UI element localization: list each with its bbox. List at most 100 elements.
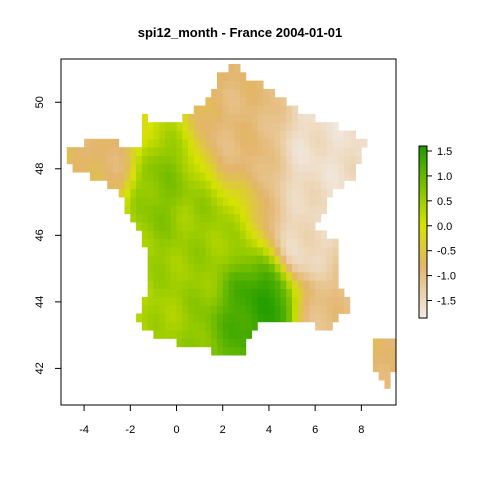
raster-cell [234,80,241,90]
raster-cell [240,296,247,306]
raster-cell [292,230,299,240]
raster-cell [297,138,304,148]
raster-cell [216,180,224,190]
raster-cell [89,155,97,165]
raster-cell [176,263,183,273]
raster-cell [274,288,281,298]
raster-cell [228,97,235,106]
raster-cell [159,246,166,256]
raster-cell [234,180,241,190]
y-tick-label: 48 [34,163,46,175]
raster-cell [292,205,299,215]
raster-cell [257,122,264,131]
raster-cell [153,288,160,298]
raster-cell [176,313,183,323]
raster-cell [303,255,310,265]
raster-cell [101,155,108,165]
raster-cell [315,271,322,281]
raster-cell [234,138,241,148]
raster-cell [216,147,224,156]
raster-cell [147,280,154,289]
raster-cell [292,155,299,165]
raster-cell [292,246,299,256]
raster-cell [222,97,229,106]
raster-cell [315,213,322,223]
raster-cell [193,172,201,181]
raster-cell [240,246,247,256]
raster-cell [332,163,339,173]
raster-cell [378,338,385,348]
raster-cell [211,338,218,348]
raster-cell [280,255,287,265]
raster-cell [78,163,85,173]
raster-cell [268,122,276,131]
raster-cell [240,155,247,165]
raster-cell [176,330,183,339]
raster-cell [303,197,310,206]
raster-cell [216,280,224,289]
raster-cell [303,130,310,140]
raster-cell [147,246,154,256]
raster-cell [228,305,235,314]
raster-cell [274,280,281,289]
raster-cell [170,163,177,173]
raster-cell [193,330,201,339]
raster-cell [216,238,224,248]
raster-cell [297,163,304,173]
raster-cell [280,122,287,131]
raster-cell [216,330,224,339]
raster-cell [257,188,264,198]
raster-cell [228,155,235,165]
raster-cell [309,122,316,131]
raster-cell [170,255,177,265]
raster-cell [297,296,304,306]
raster-cell [199,138,206,148]
raster-cell [95,155,102,165]
raster-cell [286,255,293,265]
raster-cell [303,188,310,198]
raster-cell [251,230,258,240]
raster-cell [222,238,229,248]
raster-cell [344,305,351,314]
raster-cell [164,222,172,231]
raster-cell [297,180,304,190]
raster-cell [338,155,345,165]
raster-cell [182,155,189,165]
raster-cell [338,172,345,181]
raster-cell [159,180,166,190]
raster-cell [159,296,166,306]
raster-cell [130,197,137,206]
raster-cell [309,205,316,215]
raster-cell [263,155,270,165]
raster-cell [193,180,201,190]
raster-cell [280,205,287,215]
raster-cell [292,113,299,123]
raster-cell [141,138,149,148]
raster-cell [286,105,293,115]
raster-cell [234,147,241,156]
raster-cell [170,155,177,165]
raster-cell [222,155,229,165]
raster-cell [240,88,247,98]
raster-cell [309,130,316,140]
raster-cell [274,180,281,190]
raster-cell [309,180,316,190]
raster-cell [240,280,247,289]
raster-cell [326,321,333,331]
raster-cell [309,271,316,281]
raster-cell [315,147,322,156]
raster-cell [118,155,125,165]
raster-cell [222,188,229,198]
raster-cell [286,288,293,298]
x-tick-label: 6 [312,424,318,436]
raster-cell [251,305,258,314]
raster-cell [147,197,154,206]
raster-cell [211,130,218,140]
raster-cell [130,147,137,156]
raster-cell [268,197,276,206]
raster-cell [199,255,206,265]
raster-cell [274,138,281,148]
raster-cell [274,230,281,240]
raster-cell [141,213,149,223]
raster-cell [326,163,333,173]
